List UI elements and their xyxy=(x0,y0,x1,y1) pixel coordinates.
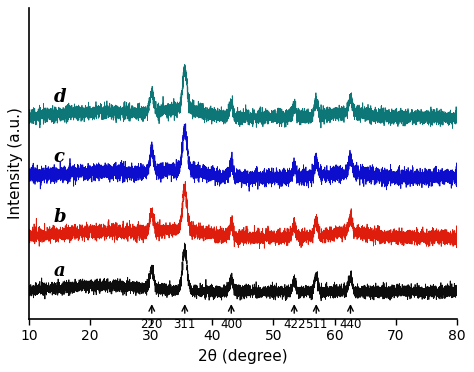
Text: 311: 311 xyxy=(173,318,196,331)
Text: a: a xyxy=(54,262,65,280)
Text: 511: 511 xyxy=(305,318,328,331)
X-axis label: 2θ (degree): 2θ (degree) xyxy=(198,349,288,364)
Text: 440: 440 xyxy=(339,318,362,331)
Text: 220: 220 xyxy=(141,318,163,331)
Text: 400: 400 xyxy=(220,318,242,331)
Text: c: c xyxy=(54,148,64,166)
Y-axis label: Intensity (a.u.): Intensity (a.u.) xyxy=(9,108,23,219)
Text: b: b xyxy=(54,208,66,226)
Text: d: d xyxy=(54,88,66,106)
Text: 422: 422 xyxy=(283,318,305,331)
